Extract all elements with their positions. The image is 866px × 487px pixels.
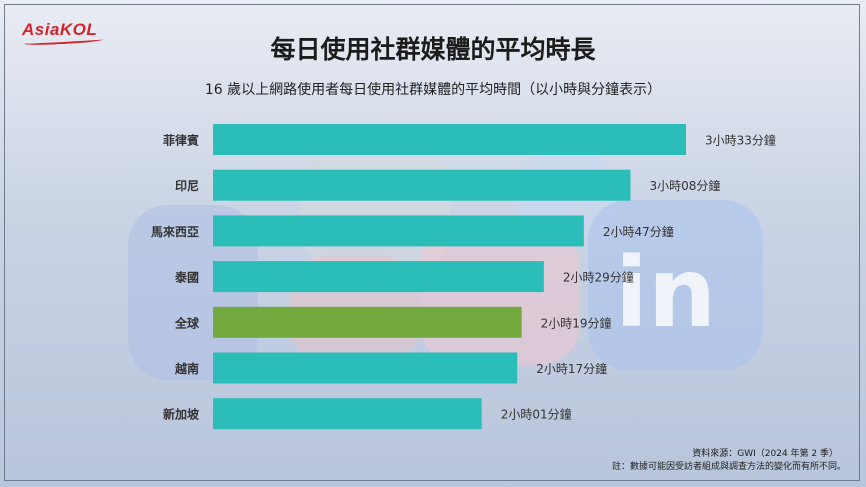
chart-title: 每日使用社群媒體的平均時長 xyxy=(270,35,596,64)
category-label: 越南 xyxy=(174,361,199,376)
category-label: 馬來西亞 xyxy=(151,224,199,239)
bar xyxy=(213,261,544,293)
category-label: 全球 xyxy=(174,315,200,330)
data-label: 3小時33分鐘 xyxy=(705,133,776,148)
data-label: 2小時19分鐘 xyxy=(541,315,612,330)
bar xyxy=(213,352,518,384)
category-label: 菲律賓 xyxy=(163,133,199,148)
data-label: 3小時08分鐘 xyxy=(649,178,720,193)
data-label: 2小時47分鐘 xyxy=(603,224,674,239)
data-label: 2小時01分鐘 xyxy=(501,407,572,422)
bar xyxy=(213,124,686,155)
linkedin-bg-icon xyxy=(588,200,763,370)
bar xyxy=(213,169,631,201)
chart-frame xyxy=(4,4,860,481)
bar xyxy=(213,398,482,430)
bar xyxy=(213,215,584,247)
brand-logo[interactable]: AsiaKOL xyxy=(22,20,98,39)
chart-subtitle: 16 歲以上網路使用者每日使用社群媒體的平均時間（以小時與分鐘表示） xyxy=(204,82,662,98)
footnote: 註：數據可能因受訪者組成與調查方法的變化而有所不同。 xyxy=(611,462,846,472)
data-label: 2小時17分鐘 xyxy=(536,361,607,376)
instagram-bg-icon xyxy=(420,225,580,365)
category-label: 泰國 xyxy=(174,270,199,285)
data-label: 2小時29分鐘 xyxy=(563,270,634,285)
category-label: 印尼 xyxy=(175,179,199,193)
category-label: 新加坡 xyxy=(163,407,200,422)
source-note: 資料來源：GWI（2024 年第 2 季） xyxy=(692,449,838,459)
linkedin-bg-glyph: in xyxy=(615,237,717,349)
bar xyxy=(213,306,522,338)
